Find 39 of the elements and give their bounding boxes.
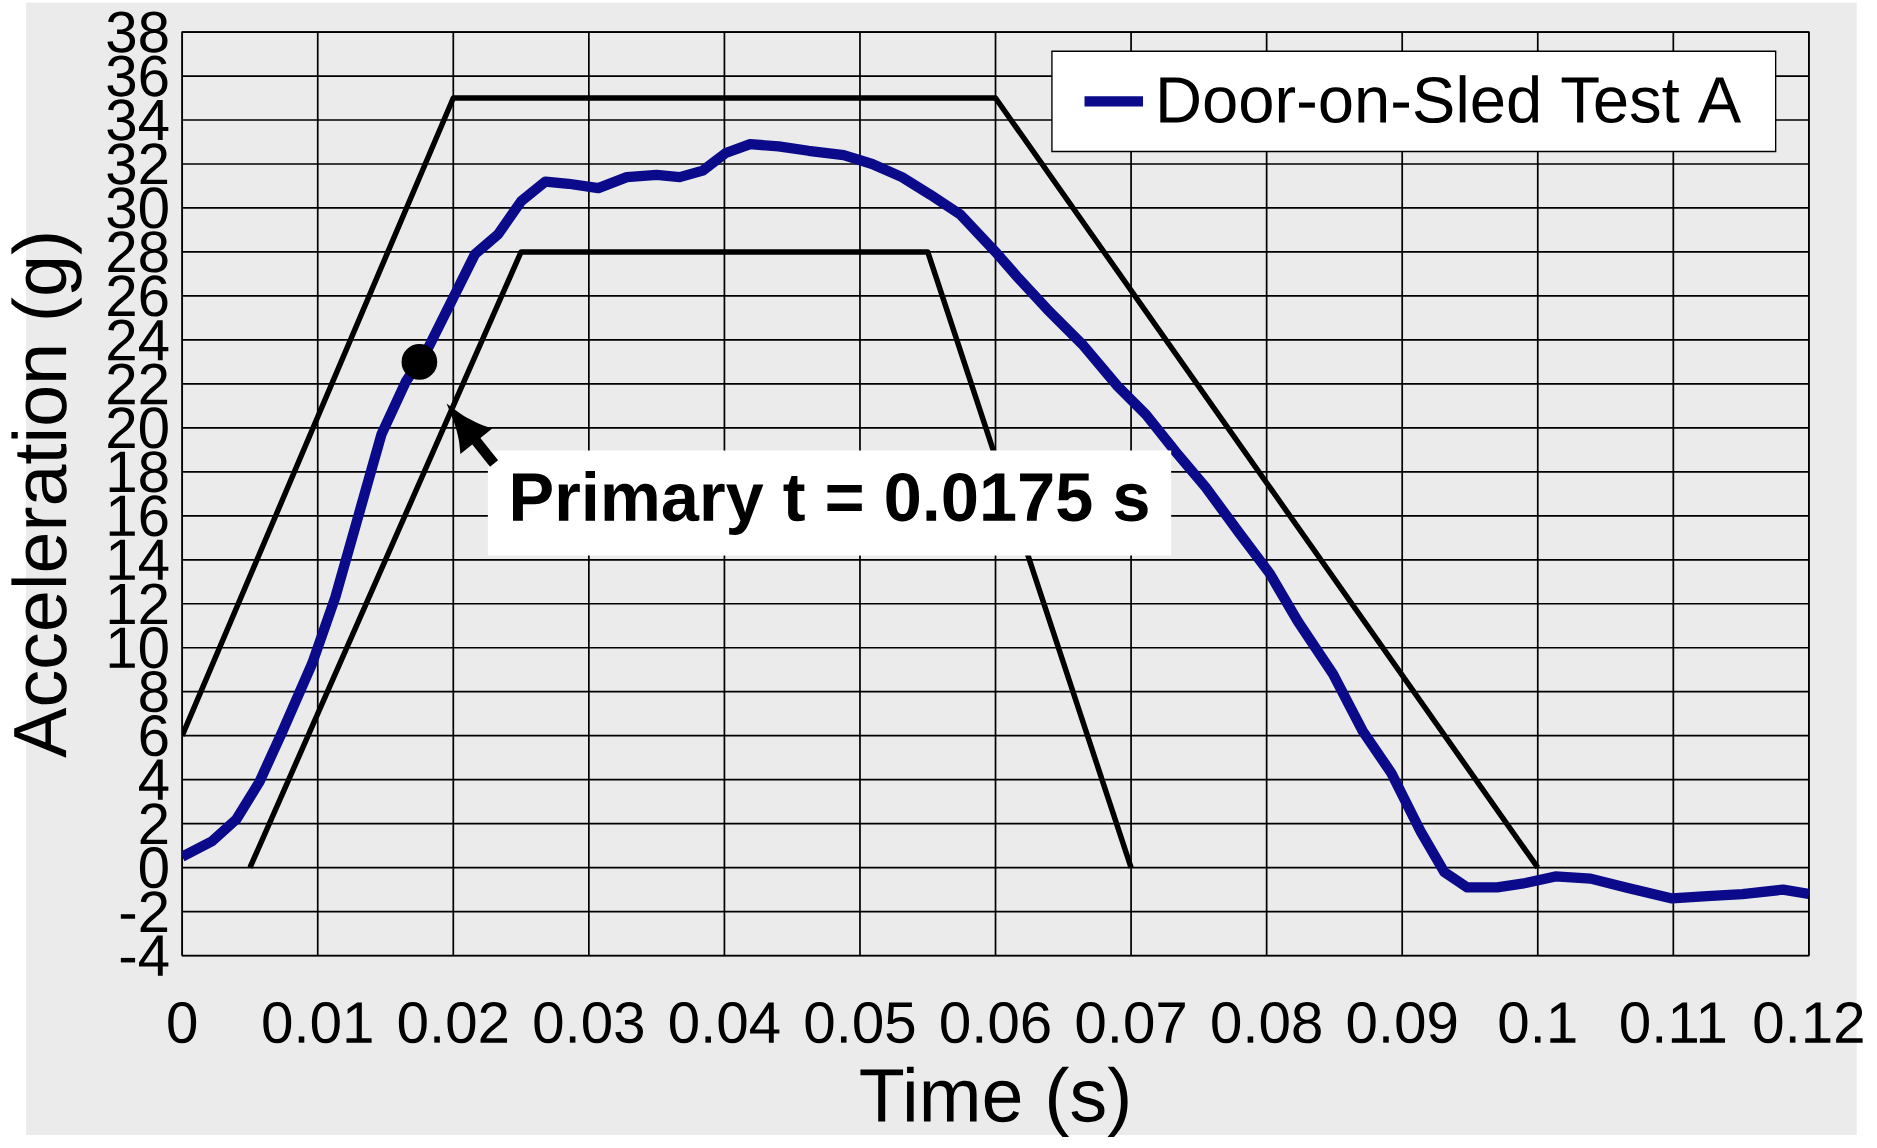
- y-tick-label: 4: [139, 759, 169, 800]
- x-tick-label: 0.08: [1212, 1001, 1321, 1044]
- y-tick-label: -2: [120, 891, 168, 932]
- y-tick-label: 10: [109, 626, 168, 669]
- y-tick-label: 22: [108, 363, 168, 404]
- y-tick-label: 20: [108, 407, 168, 449]
- x-tick-label: 0.04: [669, 1001, 780, 1044]
- legend-label: Door-on-Sled Test A: [1160, 74, 1742, 123]
- y-tick-label: 0: [139, 846, 168, 889]
- y-tick-label: 18: [109, 450, 168, 493]
- y-tick-label: 28: [108, 231, 168, 273]
- x-tick-label: 0.07: [1076, 1001, 1185, 1044]
- x-tick-label: 0.1: [1499, 1001, 1576, 1044]
- y-axis-title: Acceleration (g): [11, 234, 82, 758]
- x-tick-label: 0.09: [1347, 1001, 1457, 1044]
- y-tick-label: 16: [109, 494, 168, 537]
- y-tick-label: 24: [108, 319, 169, 361]
- x-tick-label: 0.01: [263, 1001, 372, 1044]
- y-tick-label: 34: [107, 99, 169, 141]
- x-tick-label: 0.06: [941, 1001, 1050, 1044]
- x-tick-label: 0.02: [398, 1001, 508, 1044]
- y-tick-label: 12: [109, 583, 168, 624]
- y-tick-label: 8: [140, 670, 168, 713]
- x-tick-label: 0: [168, 1001, 197, 1044]
- x-tick-label: 0.05: [805, 1001, 915, 1044]
- x-tick-label: 0.03: [534, 1001, 643, 1044]
- y-tick-label: 38: [107, 11, 168, 53]
- y-tick-label: -4: [120, 935, 169, 976]
- y-tick-label: 6: [140, 714, 168, 757]
- y-tick-label: 2: [140, 803, 168, 844]
- x-tick-label: 0.12: [1754, 1001, 1863, 1044]
- annotation: Primary t = 0.0175 s: [513, 470, 1148, 535]
- y-tick-label: 32: [107, 143, 168, 185]
- x-axis-title: Time (s): [860, 1066, 1128, 1137]
- x-tick-label: 0.11: [1621, 1001, 1726, 1044]
- y-tick-label: 30: [107, 187, 168, 229]
- y-tick-label: 26: [108, 275, 168, 317]
- y-tick-label: 14: [109, 539, 169, 580]
- y-tick-label: 36: [107, 55, 168, 97]
